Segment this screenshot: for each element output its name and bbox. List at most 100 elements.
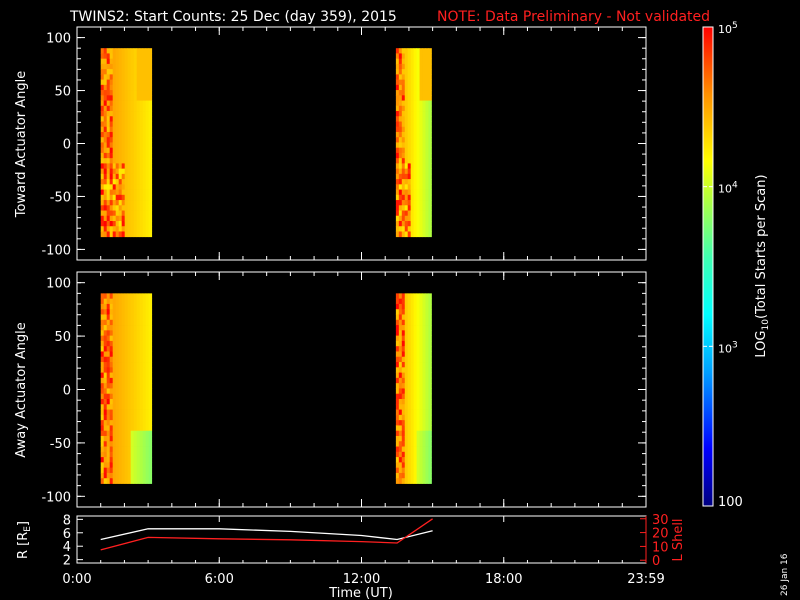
heatmap-cell — [404, 200, 409, 206]
heatmap-cell — [428, 441, 432, 447]
heatmap-cell — [407, 367, 412, 373]
heatmap-cell — [416, 90, 420, 96]
heatmap-cell — [103, 356, 108, 363]
heatmap-cell — [136, 74, 141, 80]
lshell-tick-label: 30 — [652, 513, 669, 528]
heatmap-cell — [404, 362, 409, 368]
heatmap-cell — [395, 205, 400, 211]
heatmap-cell — [112, 189, 117, 196]
heatmap-cell — [404, 351, 409, 358]
heatmap-cell — [100, 462, 105, 469]
heatmap-cell — [130, 179, 135, 185]
heatmap-cell — [130, 435, 135, 442]
heatmap-cell — [103, 126, 108, 133]
heatmap-cell — [413, 478, 418, 484]
heatmap-cell — [127, 158, 132, 164]
heatmap-cell — [419, 48, 423, 54]
lshell-axis-label: L Shell — [671, 518, 686, 561]
heatmap-cell — [142, 152, 147, 159]
heatmap-cell — [100, 194, 105, 201]
heatmap-cell — [398, 325, 403, 331]
heatmap-cell — [118, 158, 123, 164]
heatmap-cell — [112, 446, 117, 453]
heatmap-cell — [416, 414, 420, 421]
away-panel-frame — [76, 271, 647, 508]
heatmap-cell — [103, 367, 108, 373]
heatmap-cell — [425, 105, 429, 112]
heatmap-cell — [100, 100, 105, 107]
heatmap-cell — [145, 298, 150, 305]
heatmap-cell — [148, 414, 153, 421]
heatmap-cell — [115, 362, 120, 368]
heatmap-cell — [124, 303, 129, 310]
heatmap-cell — [133, 163, 138, 170]
heatmap-cell — [130, 48, 135, 54]
heatmap-cell — [398, 319, 403, 326]
heatmap-cell — [118, 435, 123, 442]
heatmap-cell — [401, 362, 406, 368]
heatmap-cell — [407, 121, 412, 128]
heatmap-cell — [106, 367, 111, 373]
heatmap-cell — [422, 215, 426, 222]
heatmap-cell — [130, 330, 135, 337]
heatmap-cell — [401, 58, 406, 65]
heatmap-cell — [410, 330, 415, 337]
heatmap-cell — [115, 330, 120, 337]
heatmap-cell — [410, 383, 415, 389]
heatmap-cell — [425, 319, 429, 326]
heatmap-cell — [145, 142, 150, 149]
heatmap-cell — [136, 220, 141, 227]
heatmap-cell — [407, 90, 412, 96]
heatmap-cell — [115, 446, 120, 453]
heatmap-cell — [398, 220, 403, 227]
heatmap-cell — [139, 158, 144, 164]
heatmap-cell — [103, 414, 108, 421]
heatmap-cell — [425, 409, 429, 416]
heatmap-cell — [428, 90, 432, 96]
heatmap-cell — [133, 446, 138, 453]
heatmap-cell — [136, 319, 141, 326]
heatmap-cell — [136, 325, 141, 331]
heatmap-cell — [109, 351, 114, 358]
heatmap-cell — [148, 351, 153, 358]
heatmap-cell — [413, 362, 418, 368]
heatmap-cell — [422, 467, 426, 474]
heatmap-cell — [130, 414, 135, 421]
heatmap-cell — [425, 131, 429, 138]
heatmap-cell — [416, 48, 420, 54]
heatmap-cell — [398, 451, 403, 458]
heatmap-cell — [398, 467, 403, 474]
heatmap-cell — [127, 184, 132, 190]
heatmap-cell — [413, 467, 418, 474]
heatmap-cell — [115, 351, 120, 358]
heatmap-cell — [398, 356, 403, 363]
heatmap-cell — [422, 351, 426, 358]
heatmap-cell — [395, 84, 400, 91]
heatmap-cell — [419, 398, 423, 405]
colorbar-tick-label: 104 — [718, 181, 738, 196]
heatmap-cell — [112, 215, 117, 222]
heatmap-cell — [124, 147, 129, 154]
heatmap-cell — [401, 158, 406, 164]
heatmap-cell — [139, 467, 144, 474]
heatmap-cell — [121, 293, 126, 300]
heatmap-cell — [139, 377, 144, 384]
heatmap-cell — [103, 335, 108, 342]
heatmap-cell — [136, 200, 141, 206]
heatmap-cell — [124, 173, 129, 180]
heatmap-cell — [413, 367, 418, 373]
heatmap-cell — [425, 137, 429, 143]
heatmap-cell — [413, 79, 418, 86]
toward-heatmap-blocks — [100, 48, 432, 238]
heatmap-cell — [145, 425, 150, 432]
heatmap-cell — [398, 362, 403, 368]
heatmap-cell — [130, 173, 135, 180]
heatmap-cell — [118, 388, 123, 395]
heatmap-cell — [106, 226, 111, 232]
heatmap-cell — [401, 457, 406, 463]
heatmap-cell — [109, 457, 114, 463]
heatmap-cell — [407, 126, 412, 133]
heatmap-cell — [100, 131, 105, 138]
heatmap-cell — [106, 293, 111, 300]
